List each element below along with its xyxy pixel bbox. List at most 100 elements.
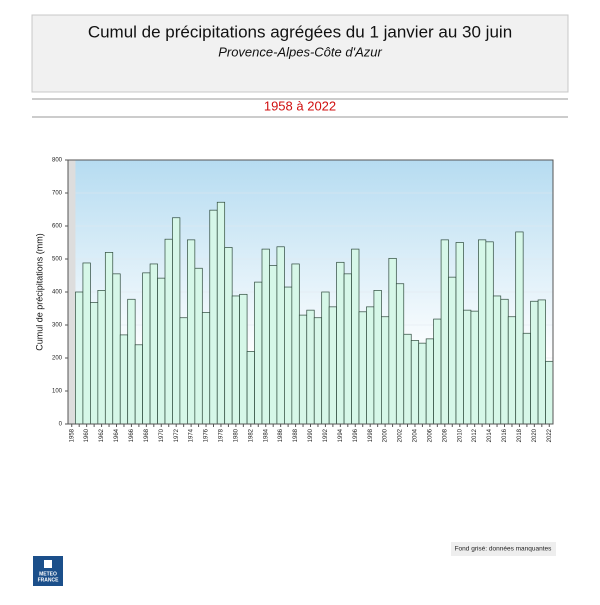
- x-tick-label: 1978: [219, 428, 225, 442]
- bar: [75, 291, 84, 425]
- bar: [485, 241, 494, 425]
- bar: [343, 273, 352, 425]
- bar: [313, 317, 323, 425]
- y-tick-label: 200: [52, 356, 63, 362]
- y-tick-label: 700: [52, 191, 63, 197]
- bar: [388, 257, 397, 425]
- y-tick-label: 100: [52, 389, 63, 395]
- bar: [112, 273, 121, 425]
- bar: [366, 306, 375, 425]
- x-tick-label: 1990: [308, 428, 314, 442]
- bar: [284, 286, 293, 425]
- bar: [492, 295, 502, 425]
- x-tick-label: 2008: [442, 428, 448, 442]
- bar: [97, 290, 106, 425]
- bar: [261, 248, 270, 425]
- x-tick-label: 1988: [293, 428, 299, 442]
- bar: [216, 201, 226, 425]
- bar: [231, 295, 240, 425]
- x-tick-label: 2012: [472, 428, 478, 442]
- x-tick-label: 1964: [114, 428, 120, 442]
- y-tick-label: 800: [52, 158, 63, 164]
- y-tick-label: 300: [52, 323, 63, 329]
- x-tick-label: 1966: [129, 428, 135, 442]
- bar: [254, 281, 263, 425]
- bar: [537, 299, 546, 425]
- bar: [90, 302, 99, 425]
- bar: [187, 239, 196, 425]
- y-axis-label: Cumul de précipitations (mm): [34, 233, 44, 351]
- bar: [246, 351, 255, 425]
- y-tick-label: 400: [52, 290, 63, 296]
- note-box: [451, 542, 556, 556]
- bar: [395, 283, 405, 425]
- x-tick-label: 1968: [144, 428, 150, 442]
- x-tick-label: 2014: [487, 428, 493, 442]
- logo-text: METEO: [39, 571, 57, 577]
- bar: [157, 277, 166, 425]
- x-tick-label: 1996: [353, 428, 359, 442]
- x-tick-label: 1984: [263, 428, 269, 442]
- bar: [336, 261, 345, 425]
- bar: [440, 239, 449, 425]
- chart-subtitle: Provence-Alpes-Côte d'Azur: [218, 44, 382, 59]
- x-tick-label: 1998: [368, 428, 374, 442]
- bar: [149, 263, 158, 425]
- x-tick-label: 1980: [233, 428, 239, 442]
- y-tick-label: 500: [52, 257, 63, 263]
- bar: [328, 306, 337, 425]
- x-tick-label: 1962: [99, 428, 105, 442]
- x-tick-label: 2010: [457, 428, 463, 442]
- x-tick-label: 1974: [189, 428, 195, 442]
- bar: [306, 309, 315, 425]
- bar: [381, 316, 390, 425]
- bar: [179, 317, 188, 425]
- bar: [433, 318, 442, 425]
- bar: [358, 311, 367, 425]
- x-tick-label: 1958: [69, 428, 75, 442]
- bar: [425, 338, 434, 425]
- bar: [403, 333, 412, 425]
- chart-title: Cumul de précipitations agrégées du 1 ja…: [88, 22, 512, 41]
- period: 1958 à 2022: [264, 98, 336, 113]
- x-tick-label: 2002: [398, 428, 404, 442]
- bar: [522, 332, 531, 425]
- bar: [470, 310, 479, 425]
- bar: [164, 238, 173, 425]
- missing-band: [68, 160, 76, 424]
- x-tick-label: 2022: [547, 428, 553, 442]
- bar: [455, 242, 464, 425]
- bar: [545, 360, 554, 425]
- x-tick-label: 2004: [413, 428, 419, 442]
- header-box: [31, 14, 569, 93]
- bar: [209, 209, 218, 425]
- bar: [269, 265, 278, 425]
- x-tick-label: 1960: [84, 428, 90, 442]
- bar: [418, 342, 427, 425]
- bar: [82, 262, 91, 425]
- x-tick-label: 2006: [427, 428, 433, 442]
- bar: [224, 247, 233, 425]
- bar: [276, 246, 285, 425]
- x-tick-label: 2016: [502, 428, 508, 442]
- plot-frame: [67, 159, 554, 425]
- bar: [298, 314, 308, 425]
- bar: [119, 334, 129, 425]
- logo-text: FRANCE: [38, 577, 59, 583]
- x-tick-label: 1970: [159, 428, 165, 442]
- bar: [321, 291, 330, 425]
- bar: [291, 263, 300, 425]
- bar: [507, 316, 517, 425]
- x-tick-label: 1982: [248, 428, 254, 442]
- bar: [463, 309, 472, 425]
- bar: [127, 298, 136, 425]
- x-tick-label: 2020: [532, 428, 538, 442]
- x-tick-label: 2000: [383, 428, 389, 442]
- y-tick-label: 600: [52, 224, 63, 230]
- bar: [500, 298, 509, 425]
- x-tick-label: 1986: [278, 428, 284, 442]
- x-tick-label: 1972: [174, 428, 180, 442]
- bar: [515, 231, 524, 425]
- bar: [410, 340, 420, 425]
